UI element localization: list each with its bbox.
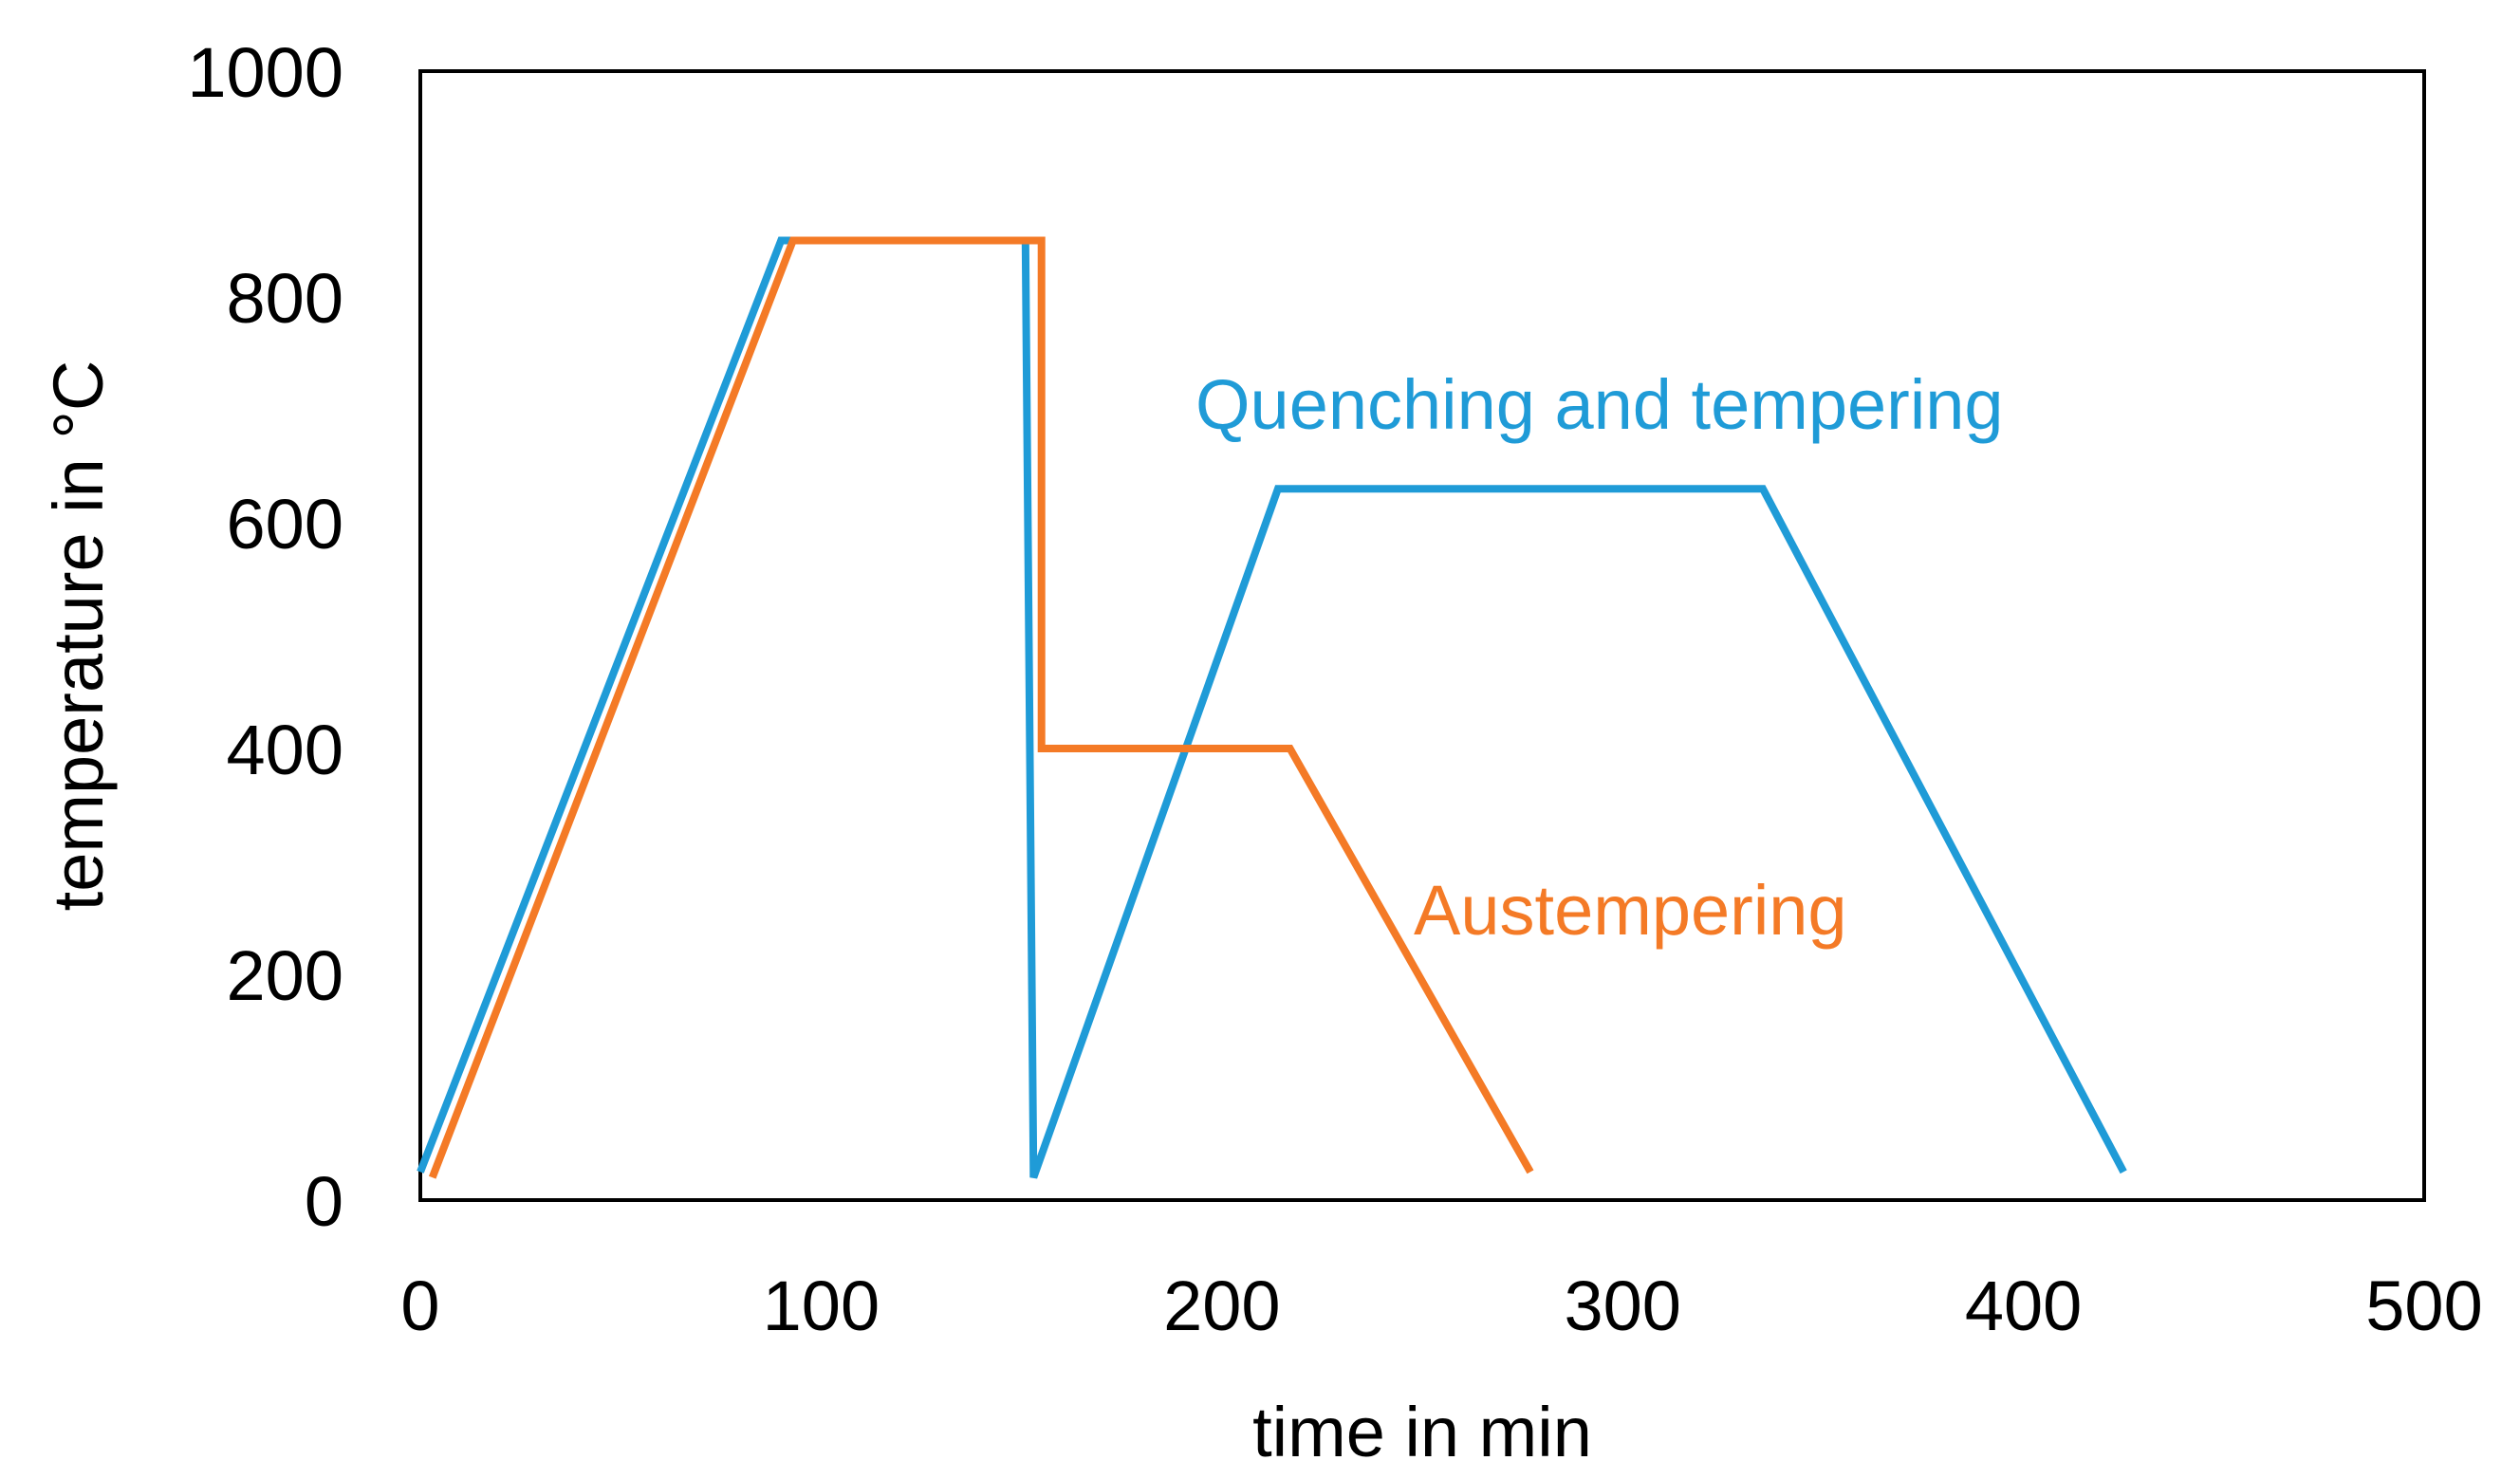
y-tick-label-0: 0 [305,1162,343,1241]
plot-area-frame [418,69,2426,1202]
y-tick-label-800: 800 [227,259,343,338]
x-tick-label-100: 100 [763,1266,880,1345]
x-tick-label-400: 400 [1965,1266,2082,1345]
x-tick-label-500: 500 [2365,1266,2482,1345]
x-tick-label-200: 200 [1163,1266,1280,1345]
y-tick-label-1000: 1000 [187,33,343,112]
y-axis-tick-labels: 0 200 400 600 800 1000 [187,33,343,1241]
x-axis-tick-labels: 0 100 200 300 400 500 [400,1266,2482,1345]
series-label-austempering: Austempering [1414,871,1847,950]
x-tick-label-0: 0 [400,1266,439,1345]
series-line-austempering [428,236,1534,1179]
x-tick-label-300: 300 [1564,1266,1680,1345]
y-axis-title: temperature in °C [39,361,118,912]
y-tick-label-200: 200 [227,936,343,1015]
series-label-quenching-and-tempering: Quenching and tempering [1195,365,2004,444]
series-line-quenching-and-tempering [417,236,2127,1179]
y-tick-label-600: 600 [227,485,343,564]
y-tick-label-400: 400 [227,711,343,789]
series-lines [417,236,2127,1179]
x-axis-title: time in min [1252,1393,1592,1471]
